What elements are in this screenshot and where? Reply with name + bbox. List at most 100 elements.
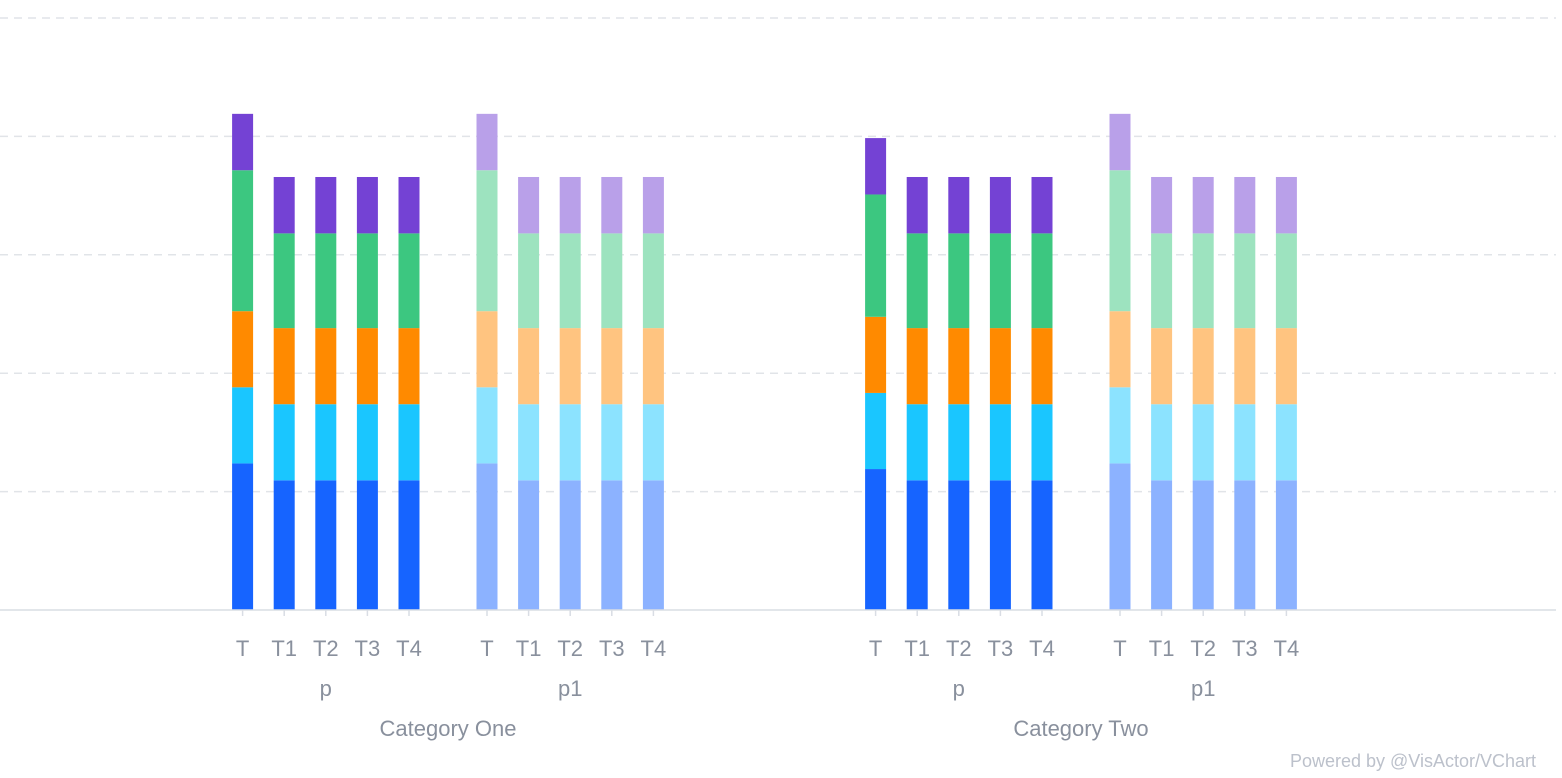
bar-segment[interactable] bbox=[559, 233, 581, 329]
bar-segment[interactable] bbox=[315, 404, 337, 481]
bar-segment[interactable] bbox=[476, 113, 498, 171]
bar-segment[interactable] bbox=[1031, 480, 1053, 610]
bar-segment[interactable] bbox=[1192, 233, 1214, 329]
bar-segment[interactable] bbox=[476, 387, 498, 464]
bar-segment[interactable] bbox=[642, 233, 664, 329]
bar-segment[interactable] bbox=[989, 480, 1011, 610]
bar-segment[interactable] bbox=[989, 176, 1011, 234]
bar-segment[interactable] bbox=[1109, 387, 1131, 464]
bar-segment[interactable] bbox=[476, 311, 498, 388]
bar-segment[interactable] bbox=[865, 194, 887, 317]
bar-segment[interactable] bbox=[1031, 404, 1053, 481]
bar-segment[interactable] bbox=[273, 328, 295, 405]
bar-segment[interactable] bbox=[398, 328, 420, 405]
bar-segment[interactable] bbox=[1234, 404, 1256, 481]
bar-segment[interactable] bbox=[948, 328, 970, 405]
bar-segment[interactable] bbox=[989, 404, 1011, 481]
bar-segment[interactable] bbox=[989, 328, 1011, 405]
bar-segment[interactable] bbox=[559, 480, 581, 610]
bar-segment[interactable] bbox=[273, 480, 295, 610]
bar-segment[interactable] bbox=[315, 176, 337, 234]
bar-segment[interactable] bbox=[1234, 480, 1256, 610]
bar-segment[interactable] bbox=[1031, 176, 1053, 234]
bar-segment[interactable] bbox=[476, 170, 498, 312]
bar-segment[interactable] bbox=[906, 176, 928, 234]
bar-segment[interactable] bbox=[232, 170, 254, 312]
bar-segment[interactable] bbox=[232, 311, 254, 388]
bar-segment[interactable] bbox=[642, 404, 664, 481]
bar-segment[interactable] bbox=[315, 233, 337, 329]
bar-segment[interactable] bbox=[232, 463, 254, 610]
bar-segment[interactable] bbox=[356, 404, 378, 481]
bar-segment[interactable] bbox=[518, 404, 540, 481]
bar-segment[interactable] bbox=[1151, 480, 1173, 610]
bar-segment[interactable] bbox=[273, 404, 295, 481]
bar-segment[interactable] bbox=[1234, 176, 1256, 234]
bar-segment[interactable] bbox=[865, 392, 887, 470]
bar-segment[interactable] bbox=[1109, 463, 1131, 610]
bar-segment[interactable] bbox=[1151, 233, 1173, 329]
bar-segment[interactable] bbox=[948, 176, 970, 234]
bar-segment[interactable] bbox=[865, 316, 887, 393]
bar-segment[interactable] bbox=[1031, 328, 1053, 405]
bar-segment[interactable] bbox=[601, 480, 623, 610]
bar-segment[interactable] bbox=[948, 480, 970, 610]
bar-segment[interactable] bbox=[398, 404, 420, 481]
bar-segment[interactable] bbox=[1192, 328, 1214, 405]
bar-segment[interactable] bbox=[559, 176, 581, 234]
bar-segment[interactable] bbox=[1192, 480, 1214, 610]
bar-segment[interactable] bbox=[1151, 404, 1173, 481]
bar-segment[interactable] bbox=[1031, 233, 1053, 329]
bar-segment[interactable] bbox=[1109, 113, 1131, 171]
bar-segment[interactable] bbox=[315, 480, 337, 610]
bar-segment[interactable] bbox=[906, 233, 928, 329]
bar-segment[interactable] bbox=[398, 233, 420, 329]
bar-segment[interactable] bbox=[601, 233, 623, 329]
bar-segment[interactable] bbox=[356, 176, 378, 234]
bar-segment[interactable] bbox=[356, 480, 378, 610]
bar-segment[interactable] bbox=[948, 233, 970, 329]
bar-segment[interactable] bbox=[518, 233, 540, 329]
bar-segment[interactable] bbox=[273, 176, 295, 234]
bar-segment[interactable] bbox=[989, 233, 1011, 329]
bar-segment[interactable] bbox=[1109, 170, 1131, 312]
bar-segment[interactable] bbox=[1109, 311, 1131, 388]
bar-segment[interactable] bbox=[315, 328, 337, 405]
bar-segment[interactable] bbox=[1275, 176, 1297, 234]
bar-segment[interactable] bbox=[356, 328, 378, 405]
bar-segment[interactable] bbox=[642, 328, 664, 405]
bar-segment[interactable] bbox=[865, 138, 887, 195]
bar-segment[interactable] bbox=[1275, 233, 1297, 329]
bar-segment[interactable] bbox=[1275, 480, 1297, 610]
bar-segment[interactable] bbox=[865, 469, 887, 610]
bar-segment[interactable] bbox=[1234, 233, 1256, 329]
bar-segment[interactable] bbox=[518, 328, 540, 405]
bar-segment[interactable] bbox=[1192, 404, 1214, 481]
bar-segment[interactable] bbox=[601, 404, 623, 481]
bar-segment[interactable] bbox=[518, 480, 540, 610]
bar-segment[interactable] bbox=[1151, 176, 1173, 234]
bar-segment[interactable] bbox=[1275, 328, 1297, 405]
bar-segment[interactable] bbox=[1234, 328, 1256, 405]
bar-segment[interactable] bbox=[398, 176, 420, 234]
bar-segment[interactable] bbox=[518, 176, 540, 234]
bar-segment[interactable] bbox=[273, 233, 295, 329]
bar-segment[interactable] bbox=[906, 480, 928, 610]
bar-segment[interactable] bbox=[356, 233, 378, 329]
bar-segment[interactable] bbox=[948, 404, 970, 481]
bar-segment[interactable] bbox=[601, 176, 623, 234]
bar-segment[interactable] bbox=[476, 463, 498, 610]
bar-segment[interactable] bbox=[1151, 328, 1173, 405]
bar-segment[interactable] bbox=[906, 404, 928, 481]
bar-segment[interactable] bbox=[1275, 404, 1297, 481]
bar-segment[interactable] bbox=[642, 176, 664, 234]
bar-segment[interactable] bbox=[559, 404, 581, 481]
bar-segment[interactable] bbox=[906, 328, 928, 405]
bar-segment[interactable] bbox=[1192, 176, 1214, 234]
bar-segment[interactable] bbox=[398, 480, 420, 610]
bar-segment[interactable] bbox=[642, 480, 664, 610]
bar-segment[interactable] bbox=[559, 328, 581, 405]
bar-segment[interactable] bbox=[601, 328, 623, 405]
bar-segment[interactable] bbox=[232, 113, 254, 171]
bar-segment[interactable] bbox=[232, 387, 254, 464]
